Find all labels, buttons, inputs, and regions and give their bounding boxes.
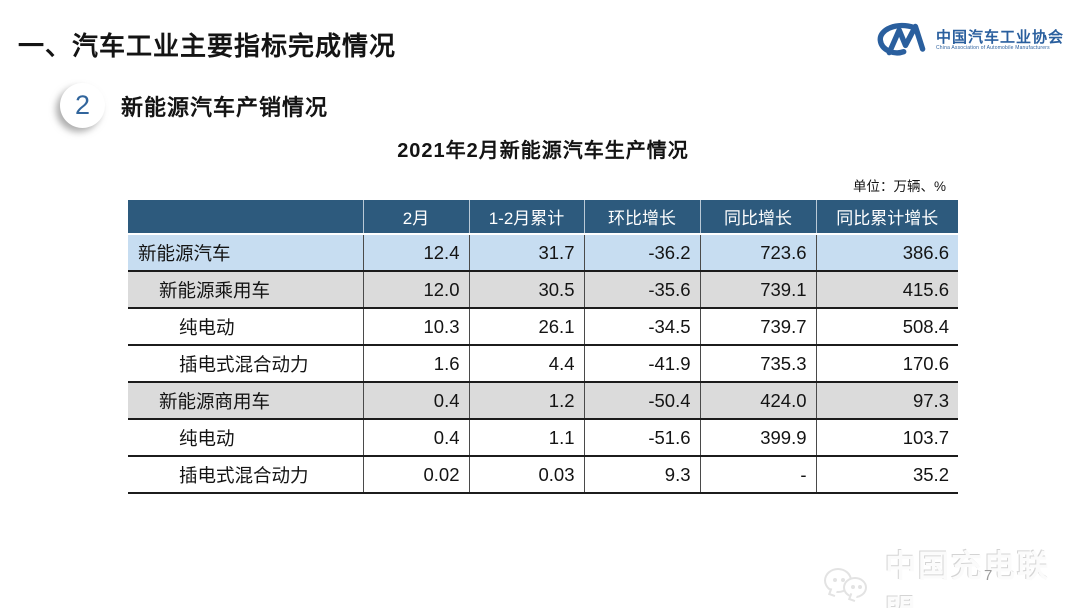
table-row: 插电式混合动力 0.02 0.03 9.3 - 35.2 (128, 456, 958, 494)
row-label: 插电式混合动力 (128, 345, 364, 383)
cell-value: 1.1 (469, 419, 585, 457)
section-title: 新能源汽车产销情况 (121, 94, 329, 120)
page-title: 一、汽车工业主要指标完成情况 (18, 31, 397, 61)
cell-value: 4.4 (469, 345, 585, 383)
cell-value: 170.6 (816, 345, 958, 383)
cell-value: -41.9 (584, 345, 701, 383)
section-header: 2 新能源汽车产销情况 (60, 83, 328, 128)
table-row: 新能源商用车 0.4 1.2 -50.4 424.0 97.3 (128, 382, 958, 420)
cell-value: 1.2 (469, 382, 585, 420)
col-header-blank (128, 200, 364, 235)
cell-value: 508.4 (816, 308, 958, 346)
col-header-mom-growth: 环比增长 (584, 200, 701, 235)
row-label: 纯电动 (128, 308, 364, 346)
cell-value: 739.7 (700, 308, 817, 346)
cell-value: 0.02 (363, 456, 470, 494)
row-label: 纯电动 (128, 419, 364, 457)
cell-value: 10.3 (363, 308, 470, 346)
unit-label: 单位：万辆、% (852, 179, 946, 194)
col-header-month: 2月 (363, 200, 470, 235)
table-title: 2021年2月新能源汽车生产情况 (397, 140, 689, 162)
cell-value: 399.9 (700, 419, 817, 457)
table-row: 纯电动 10.3 26.1 -34.5 739.7 508.4 (128, 308, 958, 346)
cell-value: 424.0 (700, 382, 817, 420)
cell-value: 97.3 (816, 382, 958, 420)
cell-value: 1.6 (363, 345, 470, 383)
table-row: 插电式混合动力 1.6 4.4 -41.9 735.3 170.6 (128, 345, 958, 383)
row-label: 插电式混合动力 (128, 456, 364, 494)
cell-value: 739.1 (700, 271, 817, 309)
cell-value: -35.6 (584, 271, 701, 309)
caam-monogram-icon (877, 22, 926, 56)
cell-value: 723.6 (700, 234, 817, 272)
cell-value: -36.2 (584, 234, 701, 272)
cell-value: -51.6 (584, 419, 701, 457)
chat-bubbles-icon (822, 565, 877, 607)
watermark-text: 中国充电联盟 (885, 549, 1051, 608)
cell-value: 9.3 (584, 456, 701, 494)
cell-value: 0.4 (363, 419, 470, 457)
cell-value: 31.7 (469, 234, 585, 272)
cell-value: 30.5 (469, 271, 585, 309)
cell-value: -50.4 (584, 382, 701, 420)
row-label: 新能源乘用车 (128, 271, 364, 309)
caam-name-cn: 中国汽车工业协会 (935, 28, 1064, 46)
section-number-badge: 2 (60, 83, 105, 128)
col-header-cumulative: 1-2月累计 (469, 200, 585, 235)
table-row: 新能源汽车 12.4 31.7 -36.2 723.6 386.6 (128, 234, 958, 272)
cell-value: 415.6 (816, 271, 958, 309)
cell-value: 26.1 (469, 308, 585, 346)
col-header-yoy-growth: 同比增长 (700, 200, 817, 235)
caam-name-en: China Association of Automobile Manufact… (935, 44, 1050, 51)
cell-value: 12.0 (363, 271, 470, 309)
table-header-row: 2月 1-2月累计 环比增长 同比增长 同比累计增长 (128, 200, 958, 235)
page-number: 7 (984, 567, 993, 584)
cell-value: 35.2 (816, 456, 958, 494)
col-header-yoy-cumulative-growth: 同比累计增长 (816, 200, 958, 235)
table-row: 纯电动 0.4 1.1 -51.6 399.9 103.7 (128, 419, 958, 457)
cell-value: 12.4 (363, 234, 470, 272)
row-label: 新能源汽车 (128, 234, 364, 272)
cell-value: 735.3 (700, 345, 817, 383)
cell-value: 0.4 (363, 382, 470, 420)
cell-value: 386.6 (816, 234, 958, 272)
row-label: 新能源商用车 (128, 382, 364, 420)
table-row: 新能源乘用车 12.0 30.5 -35.6 739.1 415.6 (128, 271, 958, 309)
production-data-table: 2月 1-2月累计 环比增长 同比增长 同比累计增长 新能源汽车 12.4 31… (128, 200, 958, 494)
cell-value: 0.03 (469, 456, 585, 494)
cell-value: 103.7 (816, 419, 958, 457)
cell-value: - (700, 456, 817, 494)
watermark: 中国充电联盟 (822, 541, 1080, 608)
caam-logo: 中国汽车工业协会 China Association of Automobile… (874, 20, 1064, 60)
cell-value: -34.5 (584, 308, 701, 346)
